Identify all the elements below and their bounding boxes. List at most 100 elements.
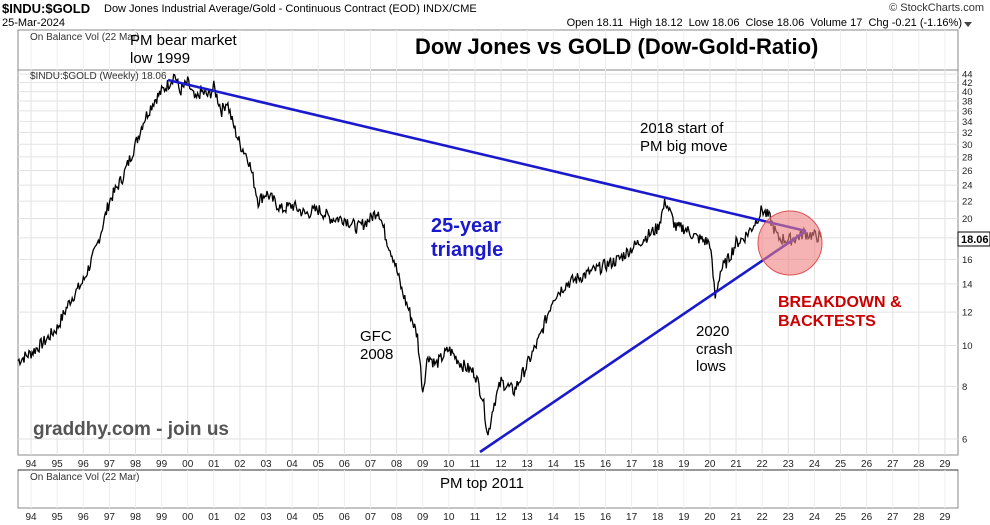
y-tick-label: 28	[962, 152, 973, 163]
x-tick-label: 22	[757, 459, 769, 470]
x-tick-label: 25	[835, 459, 847, 470]
x-tick-label: 14	[548, 459, 560, 470]
x-tick-label-bottom: 05	[313, 512, 325, 523]
x-tick-label: 01	[208, 459, 220, 470]
annotation-pm-top: PM top 2011	[440, 475, 524, 492]
top-obv-panel	[17, 29, 959, 71]
x-tick-label-bottom: 11	[470, 512, 481, 523]
x-tick-label: 13	[522, 459, 534, 470]
x-tick-label: 27	[887, 459, 899, 470]
y-tick-label: 30	[962, 140, 973, 151]
chevron-down-icon[interactable]	[964, 22, 972, 27]
annotation-triangle: 25-year triangle	[431, 215, 504, 261]
x-tick-label: 23	[783, 459, 795, 470]
symbol-title: $INDU:$GOLD	[2, 1, 91, 16]
x-tick-label: 15	[574, 459, 586, 470]
x-tick-label: 09	[417, 459, 429, 470]
x-tick-label-bottom: 16	[600, 512, 612, 523]
x-tick-label: 94	[25, 459, 37, 470]
bottom-obv-panel	[17, 469, 959, 509]
price-panel	[17, 69, 959, 456]
upper-trendline	[167, 78, 807, 233]
y-tick-label: 40	[962, 87, 973, 98]
x-tick-label-bottom: 10	[443, 512, 455, 523]
y-tick-label: 8	[962, 382, 967, 393]
brand-logo[interactable]: © StockCharts.com	[889, 2, 984, 14]
x-tick-label: 16	[600, 459, 612, 470]
x-tick-label-bottom: 09	[417, 512, 429, 523]
y-tick-label: 26	[962, 166, 973, 177]
main-panel-label: $INDU:$GOLD (Weekly) 18.06	[30, 71, 167, 82]
x-tick-label-bottom: 99	[156, 512, 168, 523]
x-tick-label-bottom: 03	[260, 512, 272, 523]
x-tick-label-bottom: 24	[809, 512, 821, 523]
x-tick-label-bottom: 96	[78, 512, 90, 523]
x-tick-label: 04	[287, 459, 299, 470]
x-tick-label-bottom: 27	[887, 512, 899, 523]
x-tick-label-bottom: 26	[861, 512, 873, 523]
symbol-description: Dow Jones Industrial Average/Gold - Cont…	[104, 3, 477, 15]
x-tick-label-bottom: 95	[52, 512, 64, 523]
bottom-panel-label: On Balance Vol (22 Mar)	[30, 472, 140, 483]
chart-header: $INDU:$GOLD Dow Jones Industrial Average…	[0, 0, 990, 30]
annotation-breakdown: BREAKDOWN & BACKTESTS	[778, 294, 902, 330]
annotation-gfc: GFC 2008	[360, 328, 394, 363]
x-tick-label: 05	[313, 459, 325, 470]
x-tick-label-bottom: 21	[730, 512, 742, 523]
x-tick-label: 99	[156, 459, 168, 470]
annotation-2020: 2020 crash lows	[696, 323, 733, 376]
y-tick-label: 34	[962, 117, 973, 128]
x-tick-label-bottom: 28	[913, 512, 925, 523]
y-tick-label: 6	[962, 435, 967, 446]
x-tick-label: 07	[365, 459, 377, 470]
x-tick-label-bottom: 29	[939, 512, 951, 523]
x-tick-label: 95	[52, 459, 64, 470]
price-series-line	[17, 73, 822, 436]
y-tick-label: 14	[962, 279, 973, 290]
x-tick-label: 02	[234, 459, 246, 470]
y-tick-label: 20	[962, 214, 973, 225]
x-tick-label: 11	[470, 459, 481, 470]
x-tick-label-bottom: 07	[365, 512, 377, 523]
x-tick-label-bottom: 02	[234, 512, 246, 523]
y-tick-label: 38	[962, 96, 973, 107]
annotation-pm-bear: PM bear market low 1999	[130, 32, 237, 67]
x-tick-label-bottom: 17	[626, 512, 638, 523]
breakdown-circle	[757, 210, 823, 276]
x-tick-label: 24	[809, 459, 821, 470]
x-tick-label: 20	[704, 459, 716, 470]
x-tick-label: 06	[339, 459, 351, 470]
x-tick-label-bottom: 20	[704, 512, 716, 523]
x-tick-label-bottom: 12	[495, 512, 507, 523]
x-tick-label-bottom: 19	[678, 512, 690, 523]
x-tick-label: 26	[861, 459, 873, 470]
x-tick-label: 08	[391, 459, 403, 470]
watermark-text: graddhy.com - join us	[33, 419, 229, 440]
lower-trendline	[479, 229, 807, 454]
chart-title: Dow Jones vs GOLD (Dow-Gold-Ratio)	[415, 34, 819, 59]
x-tick-label: 10	[443, 459, 455, 470]
x-tick-label: 17	[626, 459, 638, 470]
x-axis-ticks-bottom: 94 95 96 97 98 99 00 01 02 03 04 05 06 07 08 09 10 11 12 13…	[25, 512, 950, 523]
x-tick-label-bottom: 22	[757, 512, 769, 523]
x-tick-label-bottom: 23	[783, 512, 795, 523]
annotation-2018: 2018 start of PM big move	[640, 120, 728, 155]
x-tick-label-bottom: 13	[522, 512, 534, 523]
x-tick-label-bottom: 06	[339, 512, 351, 523]
y-tick-label: 42	[962, 78, 973, 89]
last-value-tag-box	[957, 231, 990, 247]
x-tick-label: 19	[678, 459, 690, 470]
vertical-grid	[30, 30, 946, 508]
x-tick-label-bottom: 01	[208, 512, 220, 523]
x-tick-label-bottom: 04	[287, 512, 299, 523]
x-tick-label: 97	[104, 459, 116, 470]
x-tick-label-bottom: 18	[652, 512, 664, 523]
x-tick-label: 12	[495, 459, 507, 470]
top-panel-label: On Balance Vol (22 Mar)	[30, 32, 140, 43]
x-tick-label: 28	[913, 459, 925, 470]
x-tick-label: 03	[260, 459, 272, 470]
y-tick-label: 10	[962, 341, 973, 352]
x-tick-label: 98	[130, 459, 142, 470]
x-tick-label-bottom: 14	[548, 512, 560, 523]
